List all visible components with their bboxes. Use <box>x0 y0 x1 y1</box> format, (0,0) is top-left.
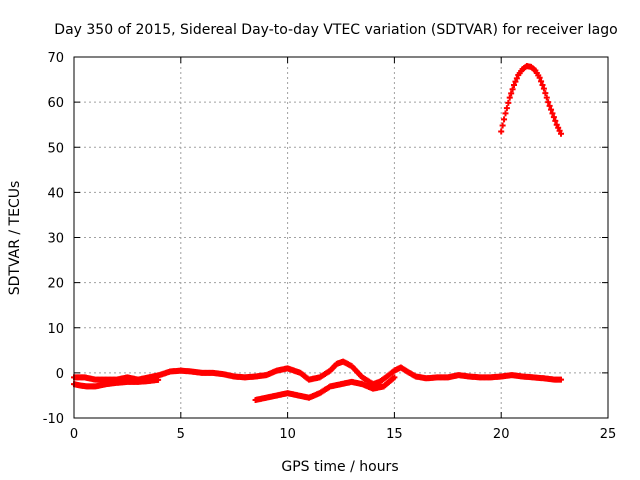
data-point <box>552 117 559 124</box>
y-tick-label: 70 <box>47 51 64 66</box>
y-axis-label: SDTVAR / TECUs <box>7 181 23 296</box>
data-point <box>513 75 520 82</box>
data-point <box>555 124 562 131</box>
data-point <box>558 376 565 383</box>
axis-ticks: 0 5 10 15 20 25 -10 0 10 20 30 40 50 60 70 <box>43 51 617 442</box>
data-point <box>391 374 398 381</box>
x-tick-label: 15 <box>386 427 403 442</box>
data-point <box>553 121 560 128</box>
y-tick-label: 40 <box>47 186 64 201</box>
data-point <box>503 105 510 112</box>
data-point <box>543 94 550 101</box>
y-tick-label: 50 <box>47 141 64 156</box>
data-point <box>539 81 546 88</box>
data-point <box>548 106 555 113</box>
x-tick-label: 5 <box>177 427 185 442</box>
data-point <box>155 376 162 383</box>
data-point <box>508 90 515 97</box>
data-point <box>499 122 506 129</box>
data-point <box>540 85 547 92</box>
x-tick-label: 25 <box>600 427 617 442</box>
data-point <box>506 94 513 101</box>
y-tick-label: 0 <box>56 367 64 382</box>
data-point <box>536 74 543 81</box>
data-point <box>512 78 519 85</box>
y-tick-label: 20 <box>47 277 64 292</box>
data-point <box>549 110 556 117</box>
data-point <box>556 127 563 134</box>
data-point <box>558 130 565 137</box>
data-points <box>71 63 565 403</box>
data-point <box>502 110 509 117</box>
x-tick-label: 0 <box>70 427 78 442</box>
data-point <box>546 102 553 109</box>
grid-lines <box>74 57 608 418</box>
x-tick-label: 10 <box>279 427 296 442</box>
y-tick-label: 60 <box>47 96 64 111</box>
y-tick-label: -10 <box>43 412 64 427</box>
data-point <box>542 90 549 97</box>
data-point <box>511 81 518 88</box>
data-point <box>509 86 516 93</box>
x-tick-label: 20 <box>493 427 510 442</box>
x-axis-label: GPS time / hours <box>281 459 398 475</box>
chart-title: Day 350 of 2015, Sidereal Day-to-day VTE… <box>54 22 617 38</box>
data-point <box>538 78 545 85</box>
y-tick-label: 30 <box>47 232 64 247</box>
data-point <box>550 114 557 121</box>
data-point <box>505 99 512 106</box>
data-point <box>501 116 508 123</box>
data-point <box>545 99 552 106</box>
data-point <box>498 128 505 135</box>
y-tick-label: 10 <box>47 322 64 337</box>
